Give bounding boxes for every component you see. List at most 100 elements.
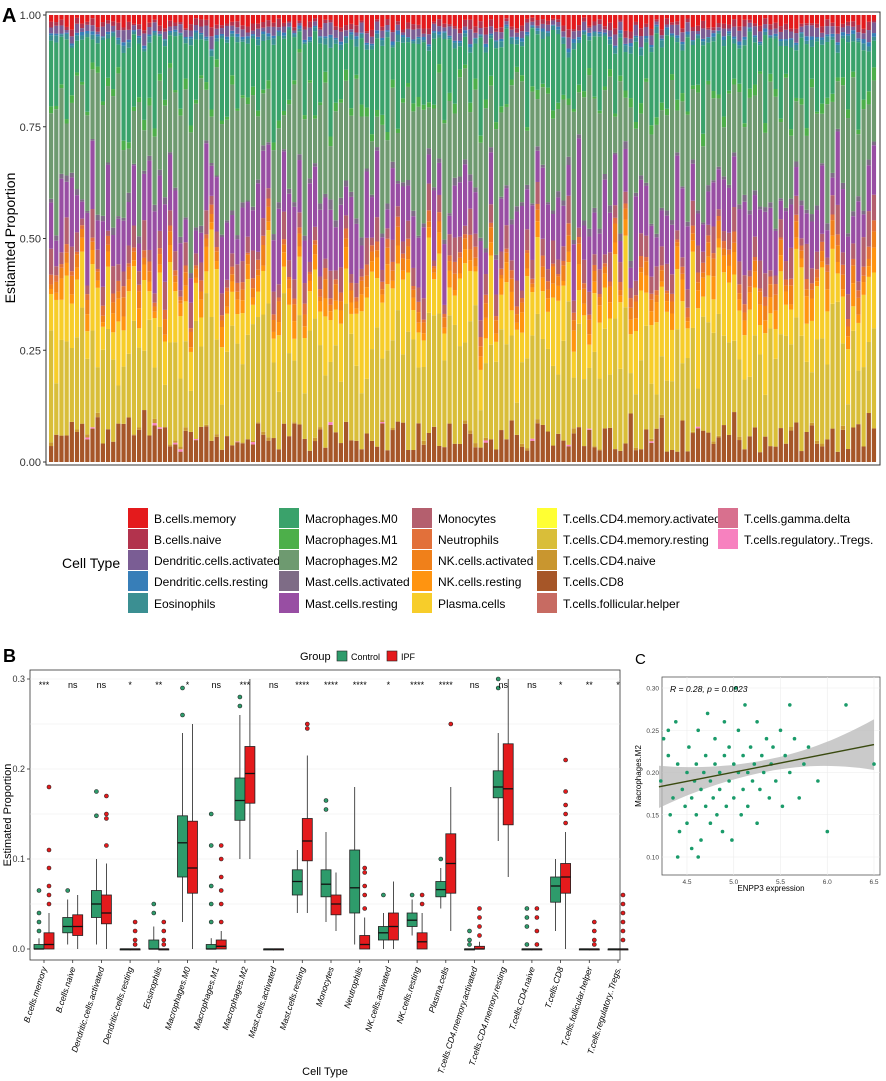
bar-segment-NK.cells.resting — [131, 260, 137, 267]
scatter-point — [761, 770, 766, 775]
bar-segment-T.cells.CD8 — [550, 445, 556, 462]
bar-segment-T.cells.CD8 — [390, 430, 395, 462]
bar-segment-Macrophages.M1 — [830, 93, 835, 102]
bar-segment-B.cells.memory — [338, 15, 344, 28]
bar-segment-B.cells.naive — [675, 21, 680, 25]
bar-segment-Mast.cells.resting — [333, 227, 338, 271]
bar-segment-Macrophages.M0 — [706, 42, 711, 81]
bar-segment-B.cells.naive — [359, 20, 364, 23]
bar-segment-NK.cells.activated — [763, 305, 768, 321]
bar-segment-Monocytes — [168, 210, 173, 226]
bar-segment-Macrophages.M1 — [706, 80, 711, 85]
bar-segment-Monocytes — [659, 246, 664, 266]
bar-segment-Macrophages.M0 — [69, 47, 74, 96]
scatter-point — [666, 728, 671, 733]
bar-segment-Mast.cells.activated — [349, 191, 354, 197]
bar-segment-Macrophages.M2 — [695, 92, 701, 211]
scatter-point — [780, 804, 785, 809]
bar-segment-Mast.cells.activated — [509, 219, 514, 225]
bar-segment-Dendritic.cells.activated — [463, 26, 468, 31]
bar-segment-Monocytes — [851, 243, 856, 259]
bar-segment-Dendritic.cells.resting — [794, 42, 799, 45]
bar-segment-Mast.cells.activated — [297, 154, 302, 161]
bar-segment-Macrophages.M2 — [561, 99, 566, 201]
bar-segment-T.cells.CD4.memory.resting — [400, 354, 406, 423]
bar-segment-Dendritic.cells.activated — [628, 38, 633, 44]
bar-segment-Mast.cells.activated — [670, 220, 675, 225]
bar-segment-Neutrophils — [338, 292, 344, 302]
bar-segment-B.cells.naive — [209, 27, 214, 37]
scatter-point — [844, 703, 848, 707]
bar-segment-Neutrophils — [318, 289, 323, 297]
bar-segment-Dendritic.cells.activated — [173, 26, 178, 30]
bar-segment-NK.cells.resting — [256, 275, 261, 292]
bar-segment-T.cells.CD8 — [421, 444, 426, 462]
bar-segment-Neutrophils — [457, 252, 463, 258]
bar-segment-Dendritic.cells.activated — [721, 28, 726, 37]
bar-segment-Macrophages.M2 — [618, 81, 623, 234]
bar-segment-B.cells.naive — [618, 19, 623, 22]
bar-segment-Mast.cells.resting — [147, 160, 152, 250]
bar-segment-Dendritic.cells.activated — [550, 20, 556, 25]
bar-segment-T.cells.CD4.memory.resting — [375, 327, 380, 447]
bar-segment-B.cells.memory — [318, 15, 323, 28]
bar-segment-B.cells.naive — [509, 26, 514, 30]
bar-segment-B.cells.naive — [644, 23, 649, 27]
bar-segment-NK.cells.resting — [768, 297, 773, 314]
bar-segment-T.cells.regulatory..Tregs. — [328, 422, 333, 425]
bar-segment-Plasma.cells — [142, 280, 147, 351]
bar-segment-Mast.cells.resting — [152, 211, 157, 294]
bar-segment-B.cells.naive — [716, 23, 721, 28]
bar-segment-Plasma.cells — [385, 284, 390, 351]
bar-segment-Plasma.cells — [721, 272, 726, 336]
bar-segment-Neutrophils — [100, 305, 105, 316]
bar-segment-T.cells.CD4.memory.resting — [473, 305, 478, 444]
bar-segment-Macrophages.M2 — [59, 88, 64, 174]
bar-segment-T.cells.CD4.memory.resting — [214, 339, 219, 435]
bar-segment-NK.cells.activated — [437, 221, 442, 233]
bar-segment-Monocytes — [224, 279, 230, 288]
bar-segment-B.cells.naive — [271, 22, 276, 27]
bar-segment-NK.cells.resting — [74, 267, 80, 280]
bar-segment-T.cells.CD8 — [147, 435, 152, 462]
bar-segment-Macrophages.M1 — [809, 78, 814, 88]
bar-segment-Mast.cells.activated — [835, 128, 840, 132]
bar-segment-Neutrophils — [343, 228, 349, 239]
bar-segment-NK.cells.resting — [380, 294, 385, 303]
scatter-point — [727, 779, 731, 783]
bar-segment-Mast.cells.resting — [369, 197, 375, 238]
bar-segment-Monocytes — [183, 242, 188, 266]
bar-segment-Macrophages.M2 — [375, 116, 380, 148]
bar-segment-Mast.cells.activated — [452, 177, 457, 186]
bar-segment-Monocytes — [535, 181, 540, 204]
y-tick-label: 0.0 — [12, 944, 25, 954]
bar-segment-Macrophages.M1 — [100, 101, 105, 106]
bar-segment-NK.cells.activated — [473, 257, 478, 267]
bar-segment-Dendritic.cells.resting — [349, 32, 354, 35]
bar-segment-Dendritic.cells.activated — [540, 23, 545, 29]
bar-segment-T.cells.CD8 — [318, 429, 323, 462]
bar-segment-Mast.cells.resting — [105, 164, 111, 231]
bar-segment-Macrophages.M0 — [312, 31, 318, 116]
bar-segment-T.cells.CD4.memory.resting — [545, 348, 551, 432]
bar-segment-T.cells.CD4.memory.resting — [861, 367, 866, 447]
bar-segment-T.cells.CD8 — [111, 441, 116, 462]
bar-segment-NK.cells.resting — [452, 290, 457, 296]
bar-segment-Dendritic.cells.activated — [825, 26, 830, 35]
bar-segment-B.cells.naive — [447, 24, 452, 27]
bar-segment-Plasma.cells — [406, 272, 411, 332]
box-IPF — [101, 894, 112, 925]
bar-segment-B.cells.memory — [535, 15, 540, 21]
bar-segment-Macrophages.M0 — [395, 41, 400, 129]
bar-segment-NK.cells.resting — [721, 255, 726, 273]
bar-segment-Dendritic.cells.resting — [582, 30, 587, 32]
bar-segment-NK.cells.activated — [716, 220, 721, 239]
bar-segment-NK.cells.activated — [224, 291, 230, 307]
bar-segment-NK.cells.activated — [136, 291, 142, 309]
bar-segment-Macrophages.M2 — [287, 104, 292, 189]
bar-segment-T.cells.CD8 — [494, 449, 499, 462]
outlier-point — [524, 942, 530, 947]
outlier-point — [563, 757, 568, 763]
bar-segment-Mast.cells.activated — [126, 192, 131, 203]
x-tick-label: Monocytes — [314, 965, 336, 1008]
